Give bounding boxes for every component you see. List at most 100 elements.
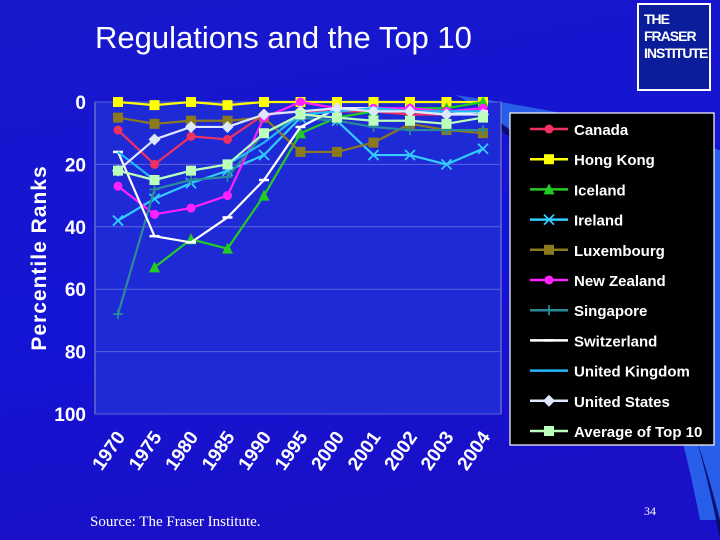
legend-swatch-marker xyxy=(544,275,554,285)
y-axis: 0 20 40 60 80 100 xyxy=(54,93,86,426)
data-point-iceland xyxy=(295,127,306,139)
legend-swatch-marker xyxy=(543,183,555,195)
data-point-singapore xyxy=(478,125,488,136)
legend-item-canada: Canada xyxy=(530,122,629,139)
series-average-of-top-10 xyxy=(113,109,488,185)
y-tick-label: 80 xyxy=(65,343,86,364)
data-point-average-of-top-10 xyxy=(441,118,452,129)
legend-label: Iceland xyxy=(574,182,626,199)
data-point-average-of-top-10 xyxy=(149,175,160,185)
data-point-hong-kong xyxy=(113,97,123,107)
legend-item-hong-kong: Hong Kong xyxy=(530,152,655,169)
y-tick-label: 60 xyxy=(65,280,86,301)
legend-item-united-kingdom: United Kingdom xyxy=(530,364,690,381)
legend-item-average-of-top-10: Average of Top 10 xyxy=(530,424,702,441)
legend-label: New Zealand xyxy=(574,273,666,290)
legend-item-new-zealand: New Zealand xyxy=(530,273,666,290)
chart-legend: Canada Hong Kong Iceland Ireland Luxembourg N… xyxy=(509,112,715,446)
data-point-hong-kong xyxy=(368,97,379,107)
data-point-united-states xyxy=(404,105,416,118)
data-point-average-of-top-10 xyxy=(332,112,342,123)
legend-item-singapore: Singapore xyxy=(530,303,647,320)
marker-stroke xyxy=(258,149,270,161)
data-point-united-states xyxy=(331,102,343,115)
data-point-hong-kong xyxy=(259,97,269,107)
fraser-institute-logo: THE FRASER INSTITUTE xyxy=(637,3,711,91)
legend-swatch-marker xyxy=(543,394,555,407)
legend-label: Switzerland xyxy=(574,333,657,350)
y-tick-label: 20 xyxy=(65,155,86,176)
data-point-luxembourg xyxy=(222,115,233,126)
data-point-iceland xyxy=(258,189,270,201)
marker-stroke xyxy=(543,213,555,226)
data-point-luxembourg xyxy=(295,146,306,157)
legend-label: United Kingdom xyxy=(574,364,690,381)
data-point-luxembourg xyxy=(332,146,342,157)
data-point-canada xyxy=(150,159,159,169)
data-point-new-zealand xyxy=(113,181,123,191)
legend-label: Canada xyxy=(574,122,629,139)
data-point-hong-kong xyxy=(405,97,415,107)
data-point-hong-kong xyxy=(149,100,160,111)
data-point-hong-kong xyxy=(222,100,233,111)
legend-swatch-marker xyxy=(544,154,554,165)
legend-label: Singapore xyxy=(574,303,647,320)
data-point-ireland xyxy=(367,149,380,161)
legend-label: Luxembourg xyxy=(574,243,665,260)
data-point-luxembourg xyxy=(113,112,123,123)
logo-wordmark: THE FRASER INSTITUTE xyxy=(644,11,708,61)
data-point-new-zealand xyxy=(296,97,305,107)
data-point-singapore xyxy=(405,125,415,136)
data-point-canada xyxy=(223,134,232,144)
logo-line-1: THE FRASER xyxy=(644,11,697,44)
data-point-ireland xyxy=(440,158,453,171)
data-point-iceland xyxy=(477,96,489,107)
marker-stroke xyxy=(404,149,416,161)
legend-item-luxembourg: Luxembourg xyxy=(530,243,665,260)
data-point-average-of-top-10 xyxy=(405,115,415,126)
data-point-luxembourg xyxy=(149,118,160,129)
data-point-united-states xyxy=(367,105,380,118)
marker-stroke xyxy=(477,143,489,155)
data-point-united-states xyxy=(185,120,197,133)
slide-title: Regulations and the Top 10 xyxy=(95,20,472,55)
y-tick-label: 100 xyxy=(54,405,86,426)
data-point-canada xyxy=(113,125,123,135)
legend-label: Ireland xyxy=(574,213,623,230)
data-point-ireland xyxy=(477,143,489,155)
data-point-average-of-top-10 xyxy=(478,112,488,123)
data-point-singapore xyxy=(149,184,160,195)
data-point-hong-kong xyxy=(441,97,452,107)
legend-item-iceland: Iceland xyxy=(530,182,626,199)
source-citation: Source: The Fraser Institute. xyxy=(90,514,261,530)
legend-swatch-marker xyxy=(544,305,554,316)
marker-stroke xyxy=(440,158,453,171)
data-point-hong-kong xyxy=(332,97,342,107)
data-point-new-zealand xyxy=(223,191,232,201)
data-point-average-of-top-10 xyxy=(222,159,233,170)
data-point-singapore xyxy=(113,309,123,320)
data-point-ireland xyxy=(404,149,416,161)
legend-swatch-marker xyxy=(544,124,554,134)
legend-item-switzerland: Switzerland xyxy=(530,333,657,350)
data-point-singapore xyxy=(186,175,196,185)
legend-label: Average of Top 10 xyxy=(574,424,702,441)
data-point-luxembourg xyxy=(186,115,196,126)
marker-stroke xyxy=(367,149,380,161)
data-point-luxembourg xyxy=(368,137,379,148)
data-point-united-states xyxy=(440,108,453,121)
data-point-average-of-top-10 xyxy=(259,128,269,139)
x-axis: 1970197519801985199019952000200120022003… xyxy=(89,427,496,474)
legend-swatch-marker xyxy=(544,426,554,436)
data-point-united-states xyxy=(148,133,161,146)
data-point-iceland xyxy=(149,261,160,273)
data-point-new-zealand xyxy=(150,209,159,219)
data-point-average-of-top-10 xyxy=(113,165,123,176)
data-point-united-states xyxy=(258,108,270,121)
data-point-iceland xyxy=(222,242,233,254)
data-point-average-of-top-10 xyxy=(186,165,196,176)
legend-swatch-marker xyxy=(543,213,555,226)
data-point-hong-kong xyxy=(186,97,196,107)
data-point-singapore xyxy=(222,171,233,182)
